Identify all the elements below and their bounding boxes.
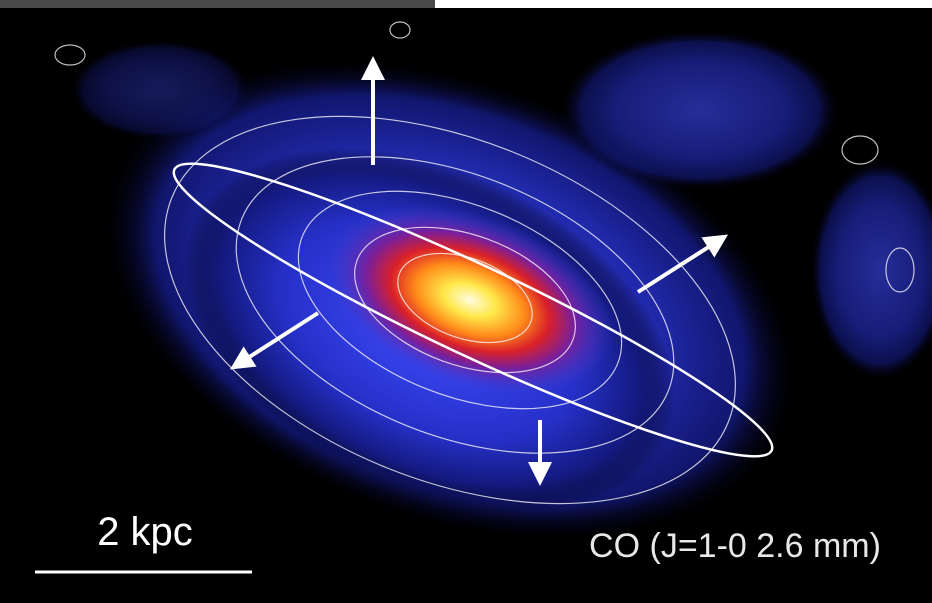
top-margin bbox=[435, 0, 932, 8]
top-strip bbox=[0, 0, 435, 8]
tracer-label: CO (J=1-0 2.6 mm) bbox=[589, 527, 881, 565]
scale-label: 2 kpc bbox=[97, 510, 193, 554]
co-map-image: 2 kpc CO (J=1-0 2.6 mm) bbox=[0, 0, 932, 603]
